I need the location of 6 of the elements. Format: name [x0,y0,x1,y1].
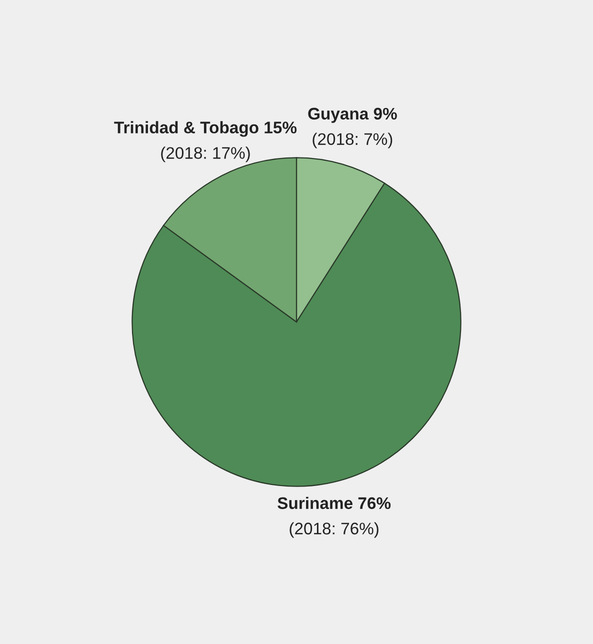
slice-label: Guyana 9% [308,108,397,123]
text: (2018: 17%) [161,146,250,162]
text: (2018: 7%) [312,132,392,148]
slice-label: Trinidad & Tobago 15% [114,121,297,137]
text: (2018: 76%) [290,522,378,538]
slice-label: Suriname 76% [278,496,391,510]
